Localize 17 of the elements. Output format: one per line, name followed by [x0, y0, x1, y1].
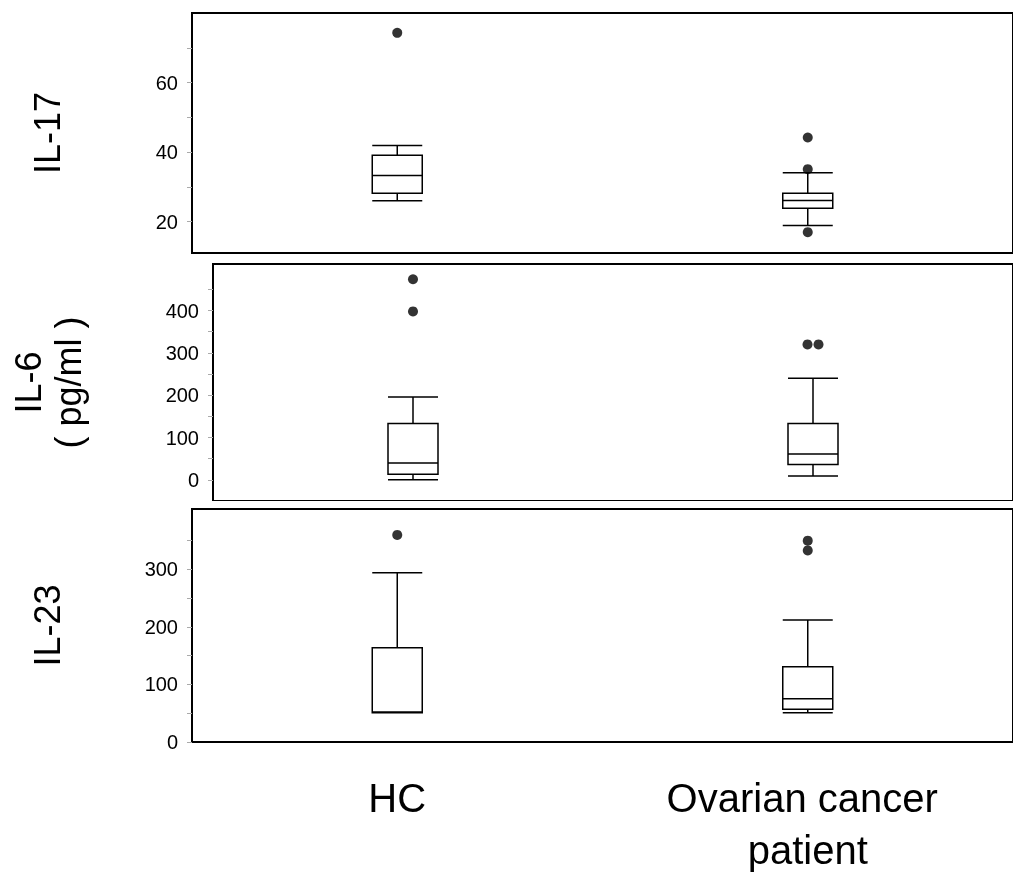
y-tick-label: 200	[144, 615, 178, 638]
y-tick-label: 300	[144, 558, 178, 581]
y-tick-label: 100	[165, 426, 199, 449]
y-tick-label: 20	[155, 210, 178, 233]
y-tick-label: 200	[165, 384, 199, 407]
y-axis-title: IL-17	[26, 91, 68, 175]
y-tick-label: 400	[165, 299, 199, 322]
y-tick-label: 40	[155, 141, 178, 164]
x-tick-label: HC	[368, 776, 427, 820]
y-axis-title: IL-23	[26, 584, 68, 667]
y-tick-label: 100	[144, 673, 178, 696]
x-tick-label: Ovarian cancer patient	[666, 776, 949, 872]
y-tick-label: 300	[165, 341, 199, 364]
y-tick-label: 60	[155, 71, 178, 94]
y-tick-label: 0	[187, 468, 199, 491]
y-axis-title: IL-6 ( pg/ml )	[7, 316, 89, 449]
y-tick-label: 0	[166, 731, 178, 753]
